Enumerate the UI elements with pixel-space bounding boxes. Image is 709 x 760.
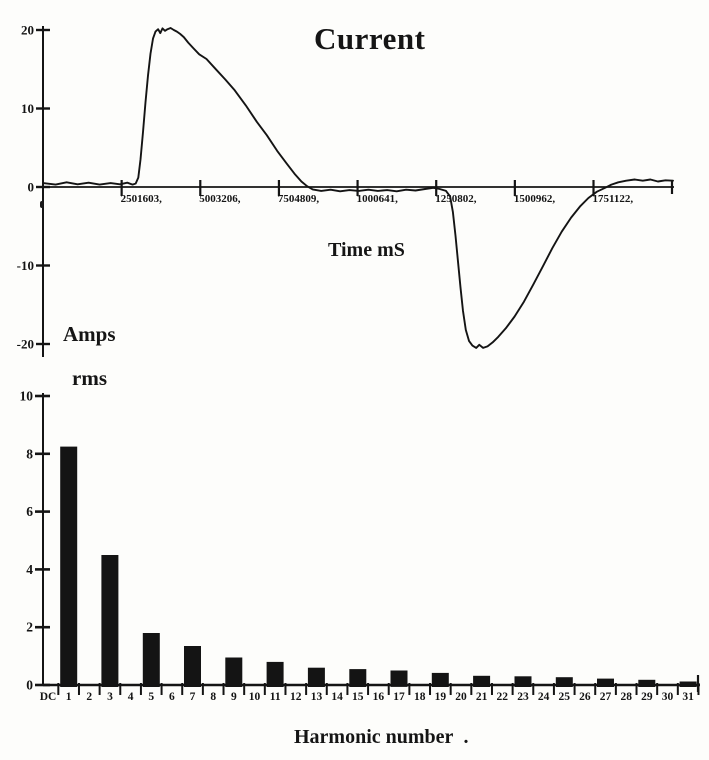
harmonic-tick-label: 19 — [435, 691, 447, 703]
bottom-y-tick-label: 2 — [26, 620, 33, 635]
scan-speck — [40, 201, 44, 208]
harmonic-tick-label: 12 — [290, 691, 302, 703]
harmonic-bar-21 — [473, 675, 491, 687]
harmonic-tick-label: 10 — [249, 691, 261, 703]
harmonic-tick-label: 3 — [107, 691, 113, 703]
harmonic-tick-label: 31 — [682, 691, 694, 703]
harmonic-tick-label: 17 — [393, 691, 405, 703]
harmonic-tick-label: 11 — [270, 691, 281, 703]
harmonic-bar-25 — [555, 677, 573, 687]
harmonic-tick-label: 28 — [620, 691, 632, 703]
y-unit-label-amps: Amps — [63, 322, 116, 346]
harmonic-tick-label: 20 — [455, 691, 467, 703]
bottom-y-tick-label: 0 — [26, 678, 33, 693]
harmonic-tick-label: 5 — [148, 691, 154, 703]
harmonic-tick-label: DC — [40, 691, 57, 703]
harmonic-bar-3 — [101, 555, 119, 687]
harmonic-bar-13 — [307, 667, 325, 687]
top-y-tick-label: 0 — [28, 180, 35, 195]
harmonic-bar-17 — [390, 670, 408, 687]
harmonic-tick-label: 8 — [210, 691, 216, 703]
top-y-tick-label: 10 — [21, 101, 34, 116]
top-x-tick-label: 2501603, — [121, 193, 163, 205]
harmonic-tick-label: 15 — [352, 691, 364, 703]
harmonic-tick-label: 27 — [600, 691, 612, 703]
harmonic-tick-label: 18 — [414, 691, 426, 703]
top-y-tick-label: 20 — [21, 23, 34, 38]
harmonic-tick-label: 24 — [538, 691, 550, 703]
harmonic-bar-23 — [514, 676, 532, 687]
bottom-y-tick-label: 4 — [26, 562, 33, 577]
harmonic-bar-11 — [266, 661, 284, 687]
harmonic-bar-9 — [225, 657, 243, 687]
bottom-y-tick-label: 8 — [26, 446, 33, 461]
harmonic-tick-label: 1 — [66, 691, 72, 703]
harmonic-bar-29 — [638, 679, 656, 687]
harmonic-axis-label: Harmonic number. — [294, 727, 468, 747]
top-x-tick-label: 5003206, — [199, 193, 241, 205]
stray-period-artifact: . — [463, 726, 469, 748]
harmonic-bar-15 — [349, 669, 367, 687]
harmonic-bar-1 — [60, 446, 78, 687]
bottom-y-tick-label: 6 — [26, 504, 33, 519]
time-axis-label: Time mS — [328, 239, 405, 261]
top-x-tick-label: 1250802, — [435, 193, 477, 205]
harmonic-tick-label: 6 — [169, 691, 175, 703]
current-waveform-trace — [42, 27, 674, 349]
harmonic-tick-label: 26 — [579, 691, 591, 703]
harmonic-tick-label: 30 — [662, 691, 674, 703]
harmonic-tick-label: 2 — [86, 691, 92, 703]
harmonic-tick-label: 23 — [517, 691, 529, 703]
harmonic-tick-label: 22 — [497, 691, 509, 703]
harmonic-tick-label: 29 — [641, 691, 653, 703]
harmonic-tick-label: 7 — [190, 691, 196, 703]
harmonic-tick-label: 16 — [373, 691, 385, 703]
harmonic-bar-31 — [679, 681, 697, 687]
y-unit-label-rms: rms — [72, 366, 107, 390]
harmonic-tick-label: 4 — [128, 691, 134, 703]
chart-title: Current — [314, 21, 426, 56]
harmonic-tick-label: 14 — [331, 691, 343, 703]
harmonic-tick-label: 13 — [311, 691, 323, 703]
top-x-tick-label: 1000641, — [357, 193, 399, 205]
top-y-tick-label: -20 — [17, 337, 34, 352]
top-x-tick-label: 1751122, — [593, 193, 634, 205]
harmonic-tick-label: 25 — [559, 691, 571, 703]
harmonic-bar-19 — [431, 672, 449, 687]
top-x-tick-label: 1500962, — [514, 193, 556, 205]
top-x-tick-label: 7504809, — [278, 193, 320, 205]
top-y-tick-label: -10 — [17, 258, 34, 273]
harmonic-bar-7 — [184, 646, 201, 687]
harmonic-bar-5 — [142, 633, 160, 687]
harmonic-bar-27 — [597, 678, 614, 687]
harmonic-axis-label-text: Harmonic number — [294, 726, 454, 748]
bottom-y-tick-label: 10 — [20, 389, 34, 404]
harmonic-tick-label: 9 — [231, 691, 237, 703]
harmonic-tick-label: 21 — [476, 691, 488, 703]
